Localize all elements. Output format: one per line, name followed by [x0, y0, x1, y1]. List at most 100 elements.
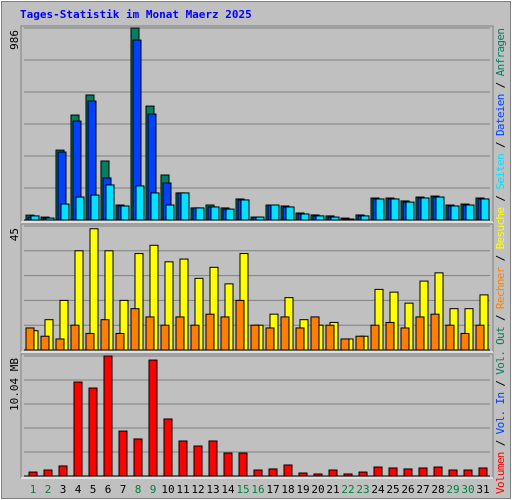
y-tick-label: 986 [8, 30, 21, 50]
bar [255, 216, 265, 221]
bar [375, 198, 385, 221]
bar [465, 204, 475, 221]
panel [20, 353, 494, 479]
bar [325, 324, 335, 351]
x-tick-label: 30 [461, 483, 474, 496]
bar [163, 418, 173, 477]
x-tick-label: 9 [150, 483, 157, 496]
legend-separator: / [494, 189, 507, 208]
bar [175, 316, 185, 351]
bar [283, 464, 293, 477]
legend-separator: / [494, 249, 507, 268]
bar [328, 469, 338, 477]
bar [145, 316, 155, 351]
bar [85, 332, 95, 351]
bar [253, 469, 263, 477]
legend-entry: Anfragen [494, 28, 507, 76]
bar [460, 332, 470, 351]
bar [285, 206, 295, 221]
x-tick-label: 2 [45, 483, 52, 496]
legend-separator: / [494, 308, 507, 327]
x-tick-label: 28 [431, 483, 444, 496]
bar [330, 216, 340, 221]
bar [208, 440, 218, 477]
bar [450, 205, 460, 221]
x-tick-label: 14 [221, 483, 235, 496]
x-tick-label: 26 [401, 483, 414, 496]
bar [298, 472, 308, 477]
bar [73, 381, 83, 477]
bar [300, 213, 310, 221]
bar [103, 355, 113, 477]
bar [180, 192, 190, 221]
x-tick-label: 31 [476, 483, 489, 496]
bar [115, 332, 125, 351]
bar [475, 324, 485, 351]
bar [118, 430, 128, 477]
x-tick-label: 12 [191, 483, 204, 496]
bar [415, 316, 425, 351]
bar [405, 201, 415, 221]
bar [418, 467, 428, 477]
bar [360, 215, 370, 221]
bar [270, 204, 280, 221]
bar [120, 205, 130, 221]
x-tick-label: 18 [281, 483, 294, 496]
x-tick-label: 29 [446, 483, 459, 496]
legend-separator: / [494, 434, 507, 453]
legend-entry: Vol. In [494, 392, 507, 434]
bar [478, 467, 488, 477]
bar [148, 359, 158, 477]
legend-separator: / [494, 374, 507, 393]
bar [58, 465, 68, 477]
bar [90, 194, 100, 221]
bar [390, 198, 400, 221]
bar [250, 324, 260, 351]
y-tick-label: 45 [8, 228, 21, 241]
x-tick-label: 7 [120, 483, 127, 496]
bar [313, 473, 323, 477]
x-tick-label: 4 [75, 483, 82, 496]
x-tick-label: 10 [161, 483, 174, 496]
x-tick-label: 6 [105, 483, 112, 496]
x-tick-label: 11 [176, 483, 189, 496]
bar [150, 192, 160, 221]
bar [355, 335, 365, 351]
bar [88, 387, 98, 477]
bar [225, 208, 235, 221]
bar [55, 338, 65, 351]
bar [463, 469, 473, 477]
bar [195, 207, 205, 221]
bar [268, 468, 278, 477]
bar [193, 445, 203, 477]
legend: Volumen / Vol. In / Vol. Out / Rechner /… [494, 28, 507, 494]
x-tick-label: 5 [90, 483, 97, 496]
bar [133, 438, 143, 477]
bar [238, 452, 248, 477]
bar [385, 321, 395, 351]
bar [295, 327, 305, 351]
bar [60, 203, 70, 221]
x-tick-label: 21 [326, 483, 339, 496]
bar [223, 452, 233, 477]
legend-entry: Volumen [494, 452, 507, 494]
bar [448, 469, 458, 477]
bar [30, 215, 40, 221]
bar [89, 228, 99, 351]
bar [135, 185, 145, 221]
x-tick-label: 3 [60, 483, 67, 496]
chart-title: Tages-Statistik im Monat Maerz 2025 [20, 8, 252, 21]
bar [235, 299, 245, 351]
bar [178, 440, 188, 477]
x-tick-label: 19 [296, 483, 309, 496]
legend-entry: Besuche [494, 207, 507, 249]
bar [205, 313, 215, 351]
bar [280, 316, 290, 351]
bar [420, 197, 430, 221]
bar [430, 313, 440, 351]
legend-entry: Rechner [494, 266, 507, 309]
x-tick-label: 8 [135, 483, 142, 496]
